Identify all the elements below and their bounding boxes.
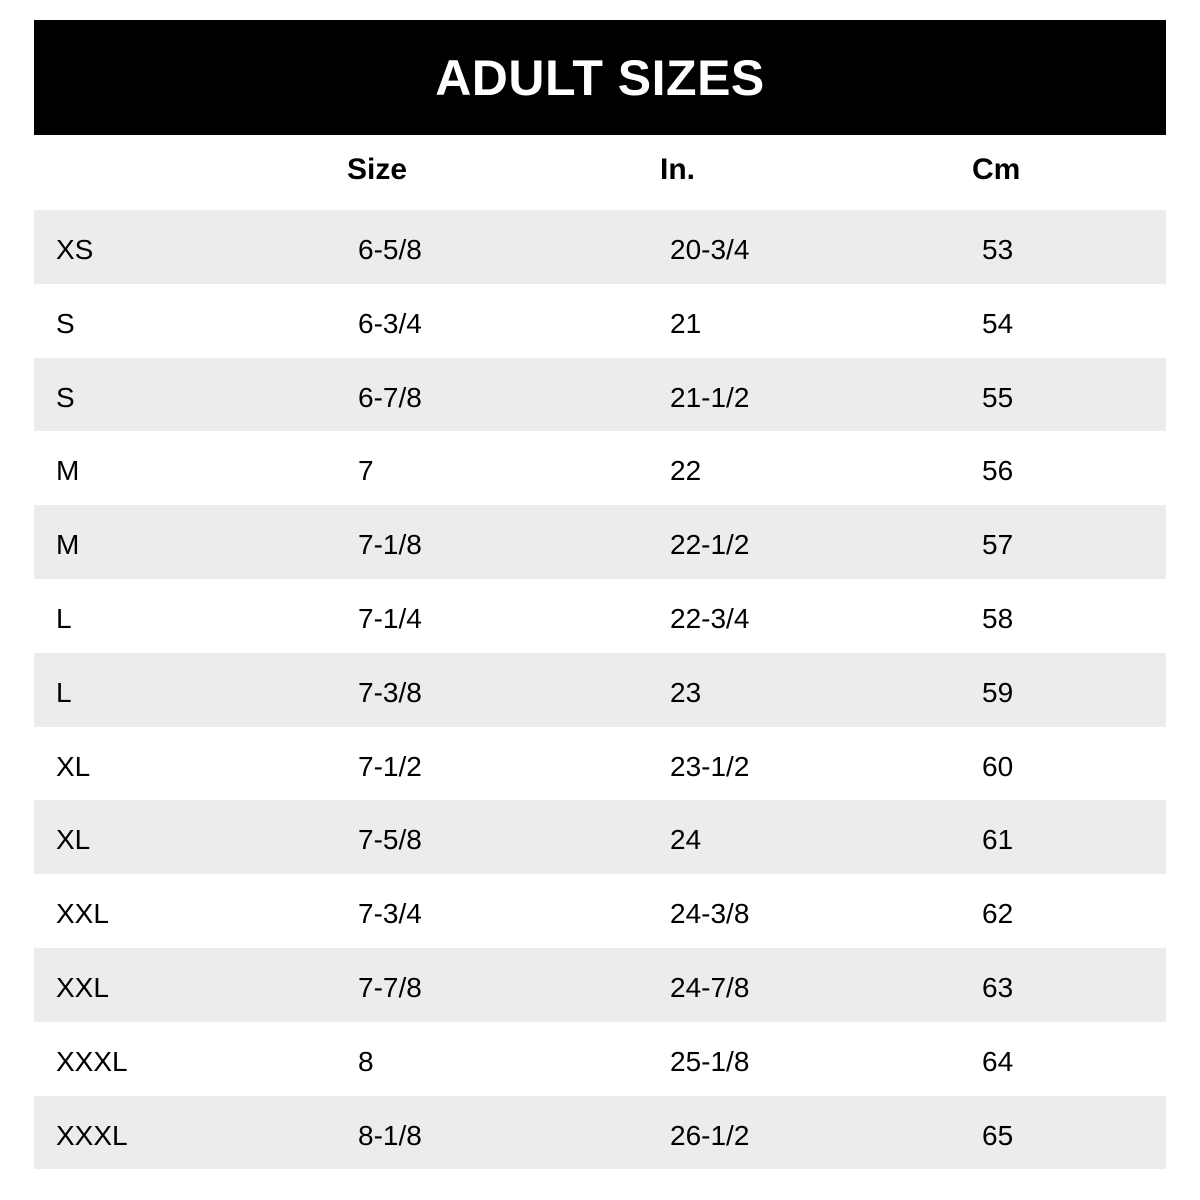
inches-cell: 24-7/8 [670, 971, 750, 1003]
table-row: XXL 7-3/4 24-3/8 62 [34, 874, 1166, 948]
size-label-cell: L [56, 602, 72, 634]
table-row: L 7-1/4 22-3/4 58 [34, 579, 1166, 653]
inches-cell: 20-3/4 [670, 234, 750, 265]
inches-cell: 23-1/2 [670, 750, 750, 782]
inches-cell: 22 [670, 455, 702, 487]
hat-size-cell: 8 [358, 1045, 374, 1077]
centimeters-cell: 58 [982, 602, 1014, 634]
hat-size-cell: 7-5/8 [358, 824, 422, 856]
inches-cell: 24 [670, 824, 702, 856]
size-label-cell: XXXL [56, 1045, 128, 1077]
table-row: XXL 7-7/8 24-7/8 63 [34, 947, 1166, 1022]
table-row: M 7-1/8 22-1/2 57 [34, 505, 1166, 579]
title-banner: ADULT SIZES [34, 20, 1166, 135]
header-inches: In. [660, 153, 695, 186]
size-label-cell: M [56, 529, 80, 561]
table-row: XXXL 8-1/8 26-1/2 65 [34, 1095, 1166, 1170]
size-table: XS 6-5/8 20-3/4 53 S 6-3/4 21 54 S 6-7/8 21-1/2 55 M… [34, 210, 1166, 1170]
size-label-cell: L [56, 676, 72, 708]
hat-size-cell: 7-1/4 [358, 602, 422, 634]
centimeters-cell: 60 [982, 750, 1014, 782]
inches-cell: 21 [670, 307, 702, 339]
hat-size-cell: 6-3/4 [358, 307, 422, 339]
hat-size-cell: 6-5/8 [358, 234, 422, 265]
inches-cell: 23 [670, 676, 702, 708]
hat-size-cell: 7 [358, 455, 374, 487]
table-row: XS 6-5/8 20-3/4 53 [34, 210, 1166, 284]
centimeters-cell: 61 [982, 824, 1014, 856]
inches-cell: 21-1/2 [670, 381, 750, 413]
table-row: XL 7-1/2 23-1/2 60 [34, 727, 1166, 801]
size-label-cell: XXXL [56, 1119, 128, 1151]
centimeters-cell: 54 [982, 307, 1014, 339]
size-label-cell: XL [56, 750, 91, 782]
inches-cell: 22-1/2 [670, 529, 750, 561]
centimeters-cell: 63 [982, 971, 1014, 1003]
size-label-cell: XS [56, 234, 94, 265]
hat-size-cell: 6-7/8 [358, 381, 422, 413]
centimeters-cell: 64 [982, 1045, 1014, 1077]
inches-cell: 22-3/4 [670, 602, 750, 634]
inches-cell: 26-1/2 [670, 1119, 750, 1151]
table-row: S 6-3/4 21 54 [34, 284, 1166, 358]
centimeters-cell: 62 [982, 898, 1014, 930]
header-size: Size [347, 153, 408, 186]
centimeters-cell: 65 [982, 1119, 1014, 1151]
table-row: XL 7-5/8 24 61 [34, 800, 1166, 875]
table-row: XXXL 8 25-1/8 64 [34, 1022, 1166, 1096]
hat-size-cell: 7-1/8 [358, 529, 422, 561]
size-label-cell: S [56, 381, 75, 413]
inches-cell: 24-3/8 [670, 898, 750, 930]
hat-size-cell: 7-3/8 [358, 676, 422, 708]
hat-size-cell: 7-7/8 [358, 971, 422, 1003]
centimeters-cell: 59 [982, 676, 1014, 708]
table-row: L 7-3/8 23 59 [34, 652, 1166, 727]
size-label-cell: XXL [56, 971, 109, 1003]
table-row: M 7 22 56 [34, 431, 1166, 505]
centimeters-cell: 55 [982, 381, 1014, 413]
size-label-cell: S [56, 307, 75, 339]
size-label-cell: XL [56, 824, 91, 856]
hat-size-cell: 7-3/4 [358, 898, 422, 930]
hat-size-cell: 7-1/2 [358, 750, 422, 782]
centimeters-cell: 57 [982, 529, 1014, 561]
hat-size-cell: 8-1/8 [358, 1119, 422, 1151]
size-label-cell: M [56, 455, 80, 487]
table-row: S 6-7/8 21-1/2 55 [34, 357, 1166, 432]
header-cm: Cm [972, 153, 1021, 186]
centimeters-cell: 56 [982, 455, 1014, 487]
inches-cell: 25-1/8 [670, 1045, 750, 1077]
centimeters-cell: 53 [982, 234, 1014, 265]
size-label-cell: XXL [56, 898, 109, 930]
page-title: ADULT SIZES [435, 49, 765, 106]
